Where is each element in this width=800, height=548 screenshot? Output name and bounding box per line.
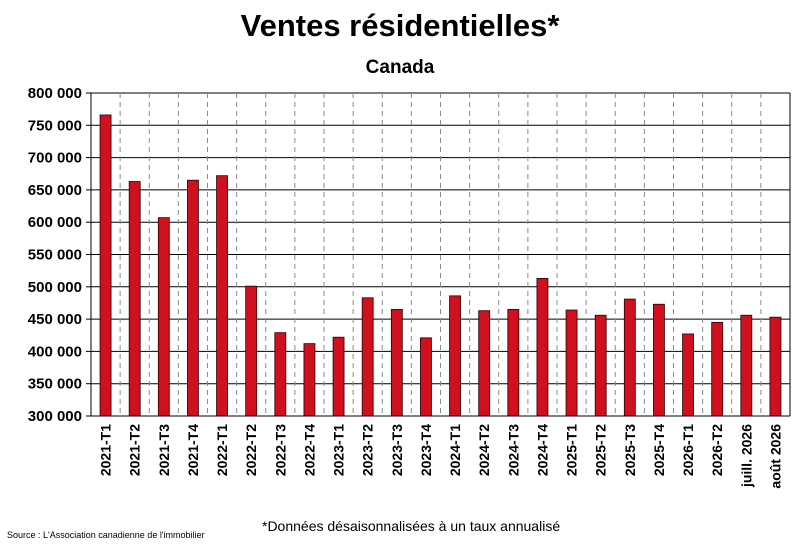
bar [769,316,782,417]
bar [449,295,461,417]
y-tick-label: 700 000 [28,150,82,167]
bar [682,333,694,417]
bar [99,114,112,417]
y-tick-label: 400 000 [28,343,82,360]
bar [216,175,228,417]
bar [653,303,665,417]
chart-title: Ventes résidentielles* [240,8,560,43]
y-tick-label: 600 000 [28,214,82,231]
x-tick-label: 2024-T4 [534,424,550,476]
y-tick-label: 300 000 [28,408,82,425]
bar [740,314,753,417]
bar [594,314,607,417]
bar [711,321,724,417]
bar [128,181,141,417]
bar [187,179,199,417]
x-tick-label: 2022-T1 [214,424,230,476]
x-tick-label: 2025-T2 [593,424,609,476]
y-tick-label: 450 000 [28,311,82,328]
x-tick-label: 2026-T1 [680,424,696,476]
x-tick-label: 2022-T3 [272,424,288,476]
bar [390,309,403,417]
y-tick-label: 550 000 [28,247,82,264]
bar [245,285,258,417]
x-tick-label: 2021-T2 [127,424,143,476]
bar [420,337,432,417]
x-tick-label: 2024-T2 [476,424,492,476]
x-tick-label: 2021-T3 [156,424,172,476]
bar [274,332,287,417]
y-tick-label: 650 000 [28,182,82,199]
x-tick-label: 2023-T1 [331,424,347,476]
x-tick-label: 2026-T2 [709,424,725,476]
bar [332,336,345,417]
x-tick-label: août 2026 [767,424,783,489]
x-tick-label: 2021-T4 [185,424,201,476]
x-tick-label: 2023-T2 [360,424,376,476]
x-tick-label: 2023-T3 [389,424,405,476]
y-tick-label: 750 000 [28,117,82,134]
bar [536,278,549,417]
chart-subtitle: Canada [365,57,435,78]
x-tick-label: 2022-T2 [243,424,259,476]
x-tick-label: 2023-T4 [418,424,434,476]
bar [565,309,578,417]
bar [361,297,374,417]
x-tick-label: juill. 2026 [738,424,754,488]
x-tick-label: 2024-T3 [505,424,521,476]
x-tick-label: 2022-T4 [301,424,317,476]
bar [623,298,636,417]
bar [478,310,491,417]
bar [507,309,520,417]
x-tick-label: 2024-T1 [447,424,463,476]
chart-footnote: *Données désaisonnalisées à un taux annu… [262,518,561,534]
y-tick-label: 800 000 [28,85,82,102]
bar [303,343,316,417]
y-tick-label: 500 000 [28,279,82,296]
x-tick-label: 2025-T4 [651,424,667,476]
x-tick-label: 2021-T1 [98,424,114,476]
bar [157,217,170,417]
y-tick-label: 350 000 [28,376,82,393]
x-tick-label: 2025-T1 [564,424,580,476]
x-tick-label: 2025-T3 [622,424,638,476]
chart-source: Source : L'Association canadienne de l'i… [7,530,205,540]
